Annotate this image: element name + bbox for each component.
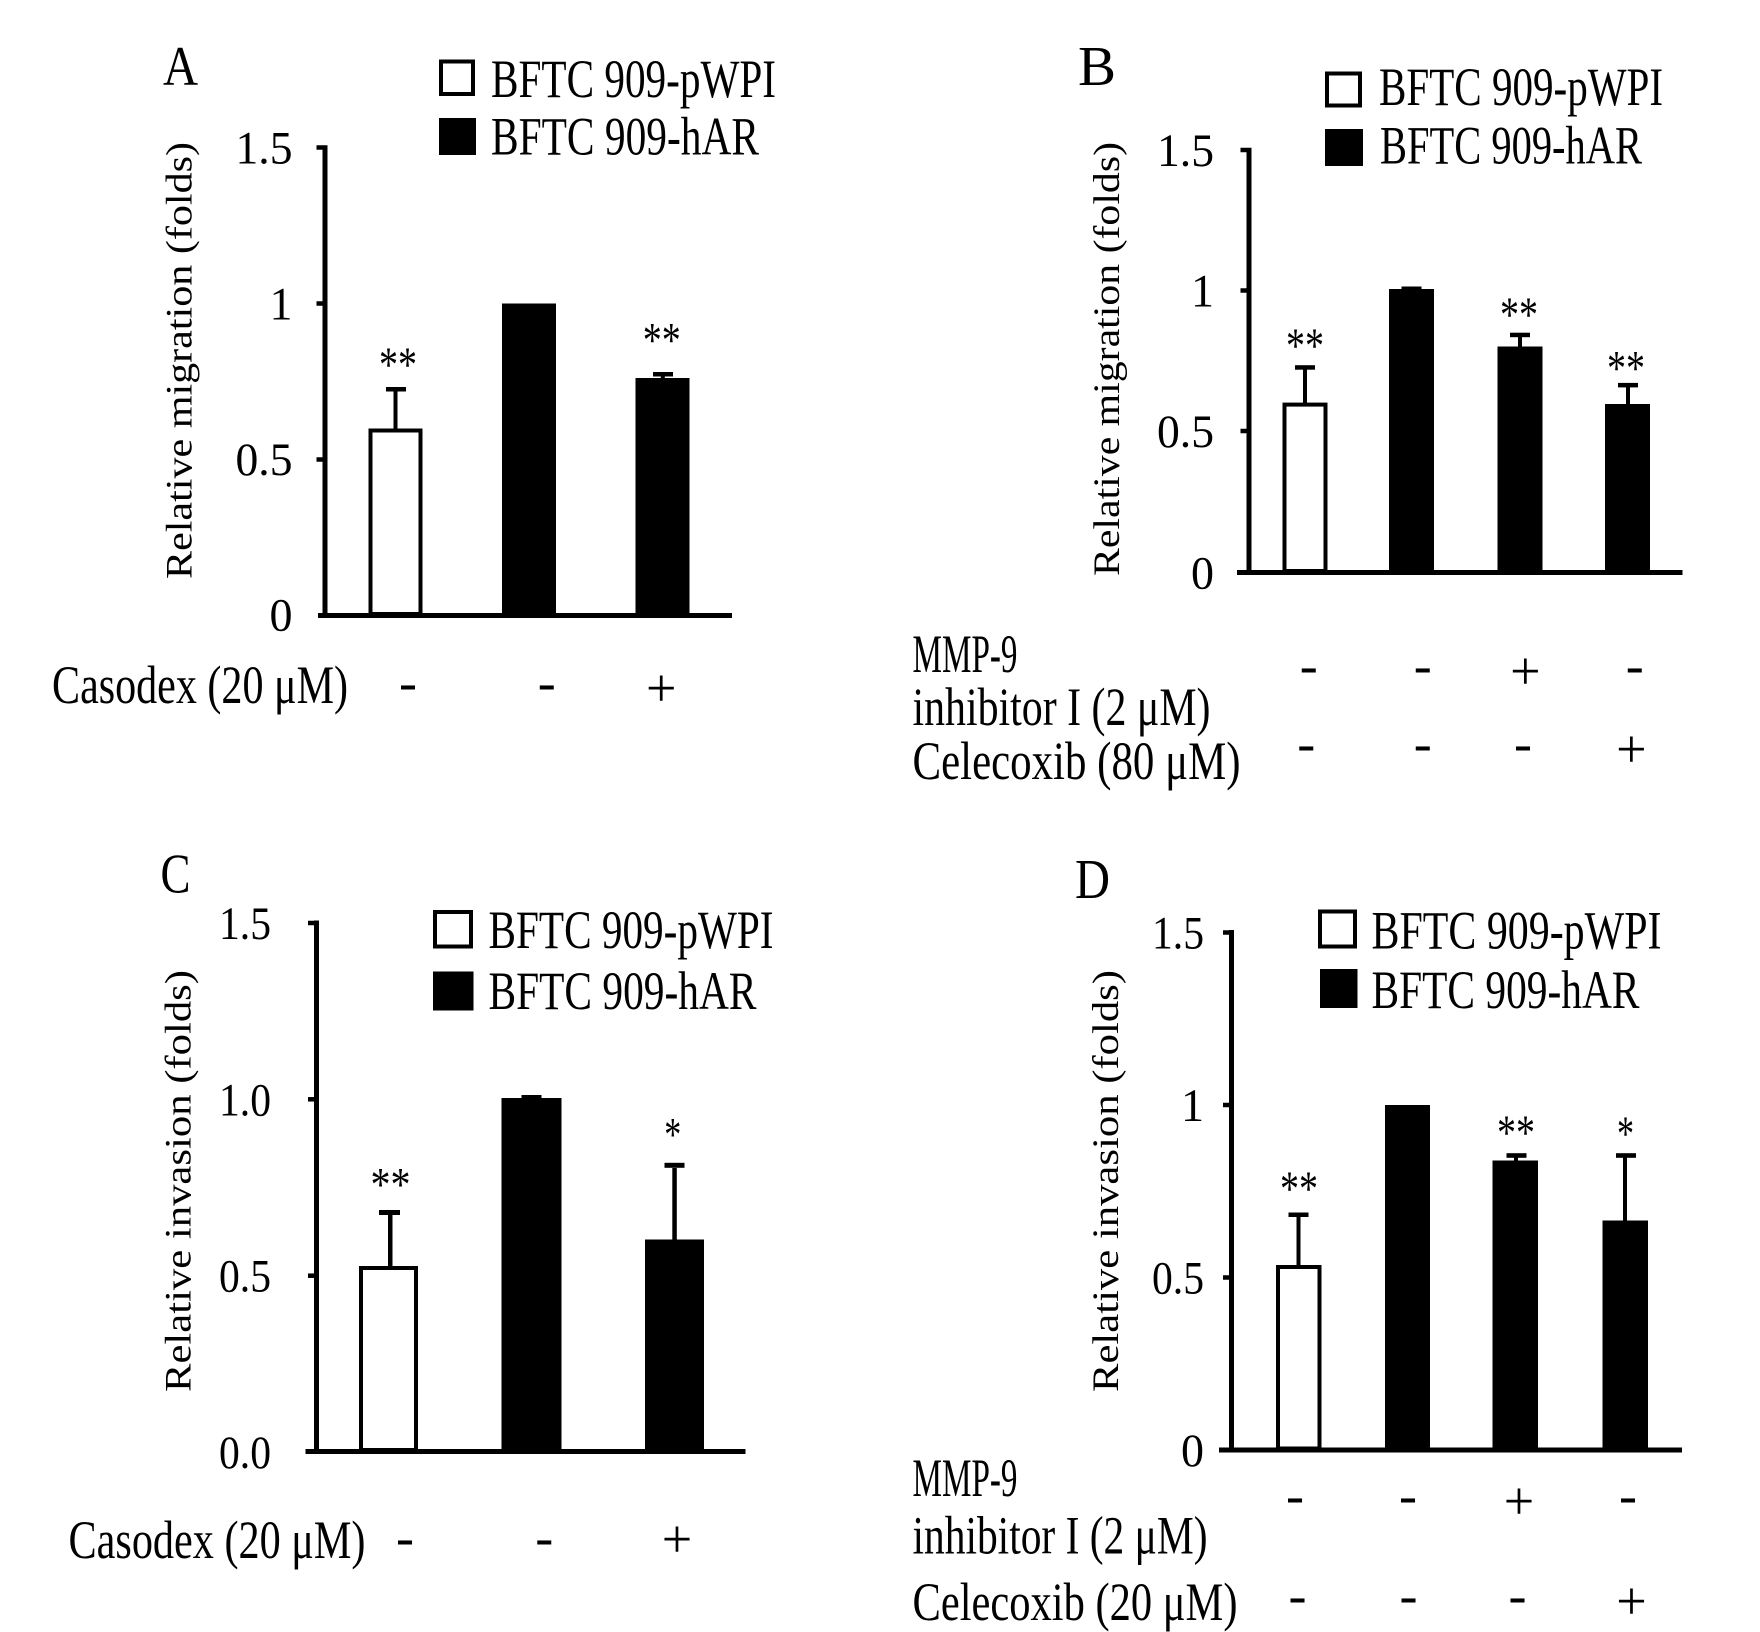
svg-text:-: - (1509, 1565, 1527, 1625)
svg-text:1.5: 1.5 (236, 123, 293, 175)
svg-text:-: - (1414, 713, 1432, 773)
svg-text:*: * (664, 1109, 681, 1162)
svg-text:0.5: 0.5 (236, 434, 293, 486)
svg-text:0: 0 (270, 590, 293, 642)
svg-text:-: - (535, 1507, 553, 1567)
svg-text:inhibitor I (2 μM): inhibitor I (2 μM) (913, 677, 1211, 737)
svg-text:+: + (662, 1509, 692, 1569)
svg-text:Relative migration (folds): Relative migration (folds) (159, 142, 200, 579)
svg-text:**: ** (1497, 1104, 1535, 1160)
svg-text:+: + (1510, 641, 1540, 701)
svg-text:C: C (161, 844, 191, 906)
svg-text:-: - (1289, 1565, 1307, 1625)
svg-text:Celecoxib (80 μM): Celecoxib (80 μM) (913, 731, 1241, 791)
svg-text:Casodex (20 μM): Casodex (20 μM) (69, 1510, 366, 1570)
svg-text:Celecoxib (20 μM): Celecoxib (20 μM) (913, 1572, 1238, 1632)
svg-text:BFTC 909-hAR: BFTC 909-hAR (1380, 116, 1642, 176)
svg-text:-: - (1286, 1465, 1304, 1525)
svg-text:+: + (1616, 719, 1646, 779)
svg-text:A: A (163, 36, 198, 98)
svg-text:*: * (1617, 1105, 1634, 1161)
svg-text:BFTC 909-pWPI: BFTC 909-pWPI (489, 900, 774, 960)
svg-text:-: - (1399, 1465, 1417, 1525)
svg-text:**: ** (1286, 317, 1324, 373)
svg-text:**: ** (643, 312, 681, 368)
svg-text:-: - (1400, 1565, 1418, 1625)
svg-text:-: - (538, 652, 556, 712)
svg-text:-: - (1626, 635, 1644, 695)
svg-text:+: + (1616, 1571, 1646, 1631)
svg-text:BFTC 909-pWPI: BFTC 909-pWPI (1372, 901, 1662, 961)
svg-text:MMP-9: MMP-9 (913, 1448, 1018, 1508)
svg-text:-: - (1297, 713, 1315, 773)
svg-text:-: - (1619, 1465, 1637, 1525)
svg-text:0.5: 0.5 (1152, 1253, 1204, 1305)
svg-text:0.5: 0.5 (219, 1251, 271, 1303)
svg-text:BFTC 909-pWPI: BFTC 909-pWPI (491, 49, 776, 109)
svg-text:1: 1 (1181, 1080, 1204, 1132)
svg-text:BFTC 909-hAR: BFTC 909-hAR (491, 107, 759, 167)
svg-text:Relative invasion (folds): Relative invasion (folds) (1086, 970, 1127, 1392)
svg-text:1.5: 1.5 (1157, 125, 1214, 177)
svg-text:-: - (399, 652, 417, 712)
svg-text:+: + (646, 658, 676, 718)
svg-text:1.5: 1.5 (1152, 908, 1204, 960)
svg-text:BFTC 909-hAR: BFTC 909-hAR (1372, 960, 1640, 1020)
svg-text:1: 1 (1191, 266, 1214, 318)
svg-text:-: - (1414, 635, 1432, 695)
svg-text:**: ** (371, 1159, 411, 1212)
svg-text:0: 0 (1191, 548, 1214, 600)
svg-text:D: D (1075, 849, 1110, 911)
svg-text:0.0: 0.0 (219, 1427, 271, 1479)
svg-text:BFTC 909-hAR: BFTC 909-hAR (489, 961, 757, 1021)
svg-text:Relative migration (folds): Relative migration (folds) (1087, 142, 1128, 576)
svg-text:**: ** (379, 336, 417, 392)
svg-text:-: - (1514, 713, 1532, 773)
svg-text:-: - (396, 1507, 414, 1567)
svg-text:+: + (1504, 1471, 1534, 1531)
svg-text:MMP-9: MMP-9 (913, 624, 1018, 684)
svg-text:Casodex (20 μM): Casodex (20 μM) (52, 655, 348, 715)
svg-text:**: ** (1607, 340, 1645, 396)
svg-text:inhibitor I (2 μM): inhibitor I (2 μM) (913, 1506, 1208, 1566)
svg-text:-: - (1300, 635, 1318, 695)
svg-text:B: B (1078, 36, 1116, 98)
svg-text:0.5: 0.5 (1157, 406, 1214, 458)
svg-text:1.5: 1.5 (219, 898, 271, 950)
svg-text:**: ** (1500, 286, 1538, 342)
svg-text:1: 1 (270, 279, 293, 331)
svg-text:0: 0 (1181, 1425, 1204, 1477)
svg-text:1.0: 1.0 (219, 1074, 271, 1126)
svg-text:Relative invasion (folds): Relative invasion (folds) (158, 970, 199, 1392)
svg-text:BFTC 909-pWPI: BFTC 909-pWPI (1379, 57, 1663, 117)
svg-text:**: ** (1280, 1160, 1318, 1216)
